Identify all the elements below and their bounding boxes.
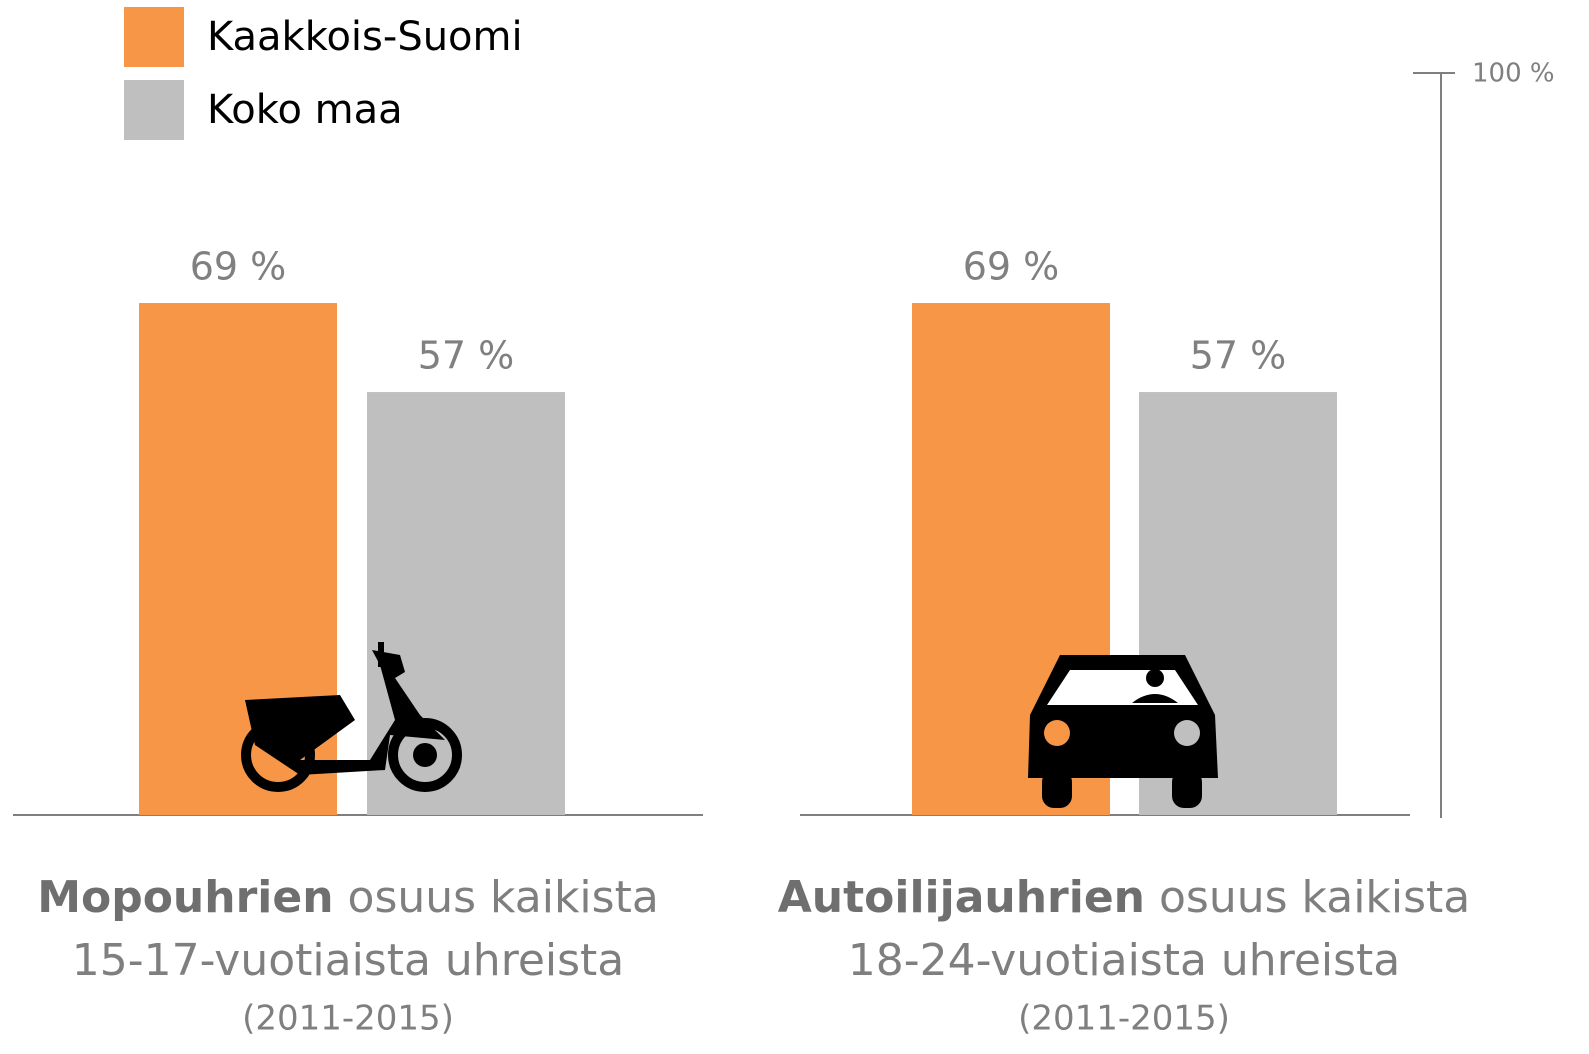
value-label: 57 % (1190, 334, 1287, 378)
panel-period: (2011-2015) (1018, 999, 1230, 1039)
legend-label: Kaakkois-Suomi (207, 14, 523, 60)
value-label: 57 % (418, 334, 515, 378)
moped-icon (241, 642, 462, 792)
panel-subtitle: 18-24-vuotiaista uhreista (848, 935, 1401, 986)
panel-title-bold: Autoilijauhrien (778, 872, 1145, 923)
panel-title: Autoilijauhrien osuus kaikista (778, 872, 1471, 923)
y-tick-label: 100 % (1472, 59, 1555, 89)
legend-swatch (124, 7, 184, 67)
legend-swatch (124, 80, 184, 140)
value-label: 69 % (963, 245, 1060, 289)
car-icon (1028, 655, 1218, 808)
panel-period: (2011-2015) (242, 999, 454, 1039)
legend-label: Koko maa (207, 87, 403, 133)
panel-subtitle: 15-17-vuotiaista uhreista (72, 935, 625, 986)
panel-title-text: osuus kaikista (1159, 872, 1470, 923)
panel-title: Mopouhrien osuus kaikista (37, 872, 659, 923)
panel-title-text: osuus kaikista (348, 872, 659, 923)
value-label: 69 % (190, 245, 287, 289)
panel-title-bold: Mopouhrien (37, 872, 333, 923)
